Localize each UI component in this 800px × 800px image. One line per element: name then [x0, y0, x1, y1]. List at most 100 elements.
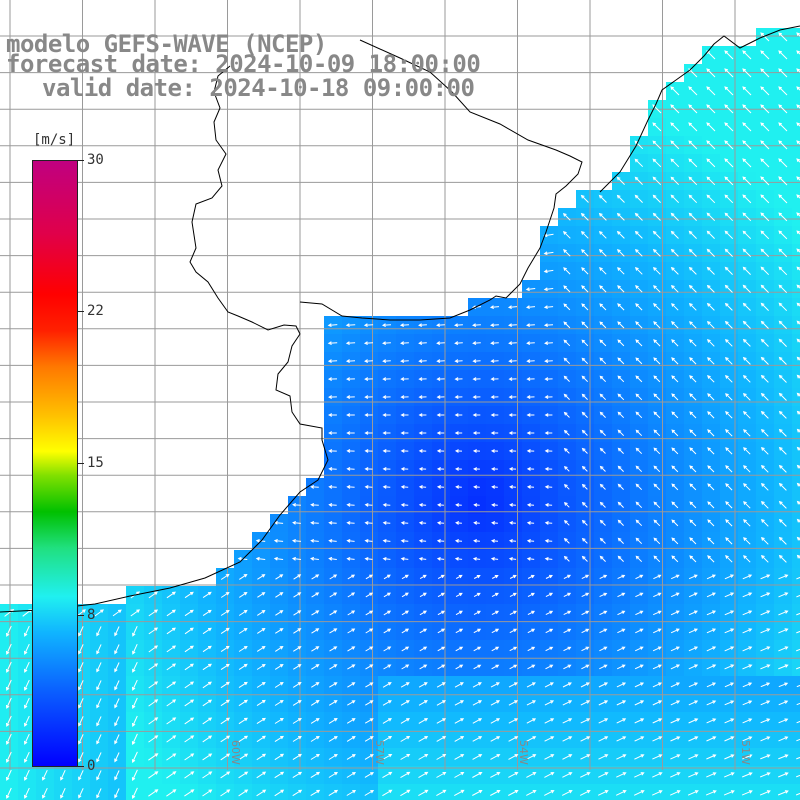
wind-arrow — [473, 664, 482, 670]
wind-arrow — [42, 769, 48, 781]
wind-arrow — [760, 302, 769, 311]
ocean-cell — [738, 784, 757, 800]
wind-arrow — [364, 718, 374, 724]
wind-arrow — [689, 375, 697, 383]
wind-arrow — [401, 664, 410, 670]
wind-arrow — [526, 395, 535, 399]
wind-arrow — [634, 718, 645, 724]
wind-arrow — [545, 592, 554, 598]
wind-arrow — [580, 700, 591, 706]
wind-arrow — [563, 339, 571, 347]
wind-arrow — [508, 395, 517, 399]
wind-arrow — [490, 359, 499, 363]
wind-arrow — [562, 700, 573, 706]
wind-arrow — [400, 771, 411, 779]
wind-arrow — [418, 431, 427, 435]
wind-arrow — [778, 736, 789, 742]
wind-arrow — [328, 718, 338, 724]
wind-arrow — [581, 574, 590, 580]
wind-arrow — [6, 697, 12, 709]
wind-arrow — [365, 646, 374, 652]
wind-arrow — [688, 104, 698, 114]
wind-arrow — [96, 680, 102, 691]
wind-arrow — [796, 374, 800, 379]
wind-arrow — [293, 664, 302, 670]
wind-arrow — [346, 467, 355, 471]
wind-arrow — [454, 789, 465, 797]
wind-arrow — [598, 772, 609, 778]
wind-arrow — [670, 736, 681, 742]
wind-arrow — [472, 359, 481, 363]
wind-arrow — [635, 574, 644, 580]
wind-arrow — [652, 700, 663, 706]
wind-arrow — [454, 539, 463, 543]
wind-arrow — [509, 664, 518, 670]
wind-arrow — [599, 357, 607, 365]
wind-arrow — [724, 194, 734, 204]
wind-arrow — [6, 733, 12, 745]
wind-arrow — [617, 447, 624, 454]
wind-arrow — [114, 716, 120, 727]
wind-arrow — [778, 104, 788, 114]
wind-arrow — [310, 753, 320, 760]
wind-arrow — [599, 628, 608, 634]
wind-arrow — [509, 574, 517, 579]
wind-arrow — [526, 341, 535, 345]
wind-arrow — [724, 682, 735, 688]
wind-arrow — [599, 610, 608, 616]
wind-arrow — [796, 302, 800, 307]
wind-arrow — [652, 230, 661, 239]
wind-arrow — [670, 248, 679, 257]
wind-arrow — [166, 591, 176, 599]
wind-arrow — [365, 592, 374, 598]
longitude-labels: 60W 57W 54W 51W — [229, 740, 752, 765]
wind-arrow — [778, 86, 788, 96]
wind-arrow — [383, 592, 391, 598]
ocean-cell — [792, 640, 800, 659]
wind-arrow — [617, 646, 626, 652]
wind-arrow — [651, 790, 663, 796]
ocean-cell — [792, 28, 800, 47]
wind-arrow — [257, 574, 266, 580]
wind-arrow — [184, 681, 195, 689]
wind-arrow — [455, 574, 463, 580]
wind-arrow — [796, 230, 800, 235]
wind-arrow — [742, 410, 751, 419]
wind-arrow — [581, 628, 590, 634]
wind-arrow — [436, 341, 445, 345]
wind-arrow — [364, 395, 373, 399]
wind-arrow — [670, 574, 680, 580]
lon-label-51w: 51W — [739, 740, 752, 765]
wind-arrow — [563, 429, 570, 436]
wind-arrow — [418, 485, 427, 489]
wind-arrow — [617, 393, 625, 401]
wind-arrow — [706, 230, 715, 239]
wind-arrow — [490, 323, 499, 327]
wind-arrow — [131, 751, 138, 764]
ocean-cell — [288, 784, 307, 800]
wind-arrow — [400, 341, 409, 345]
wind-arrow — [563, 519, 570, 526]
wind-arrow — [615, 790, 627, 796]
wind-arrow — [635, 610, 644, 616]
wind-arrow — [581, 447, 588, 454]
ocean-cell — [792, 226, 800, 245]
wind-arrow — [760, 248, 770, 258]
ocean-cell — [324, 784, 343, 800]
ocean-cell — [792, 118, 800, 137]
wind-arrow — [688, 592, 698, 598]
wind-arrow — [184, 663, 194, 671]
wind-arrow — [599, 574, 608, 580]
wind-arrow — [796, 482, 800, 487]
wind-arrow — [239, 592, 248, 598]
wind-arrow — [364, 503, 373, 507]
wind-arrow — [491, 575, 499, 579]
ocean-cell — [702, 784, 721, 800]
wind-arrow — [382, 413, 391, 417]
wind-arrow — [723, 772, 735, 778]
ocean-cell — [792, 208, 800, 227]
wind-arrow — [796, 194, 800, 199]
wind-arrow — [635, 339, 643, 347]
wind-arrow — [345, 359, 356, 363]
wind-arrow — [114, 788, 120, 799]
